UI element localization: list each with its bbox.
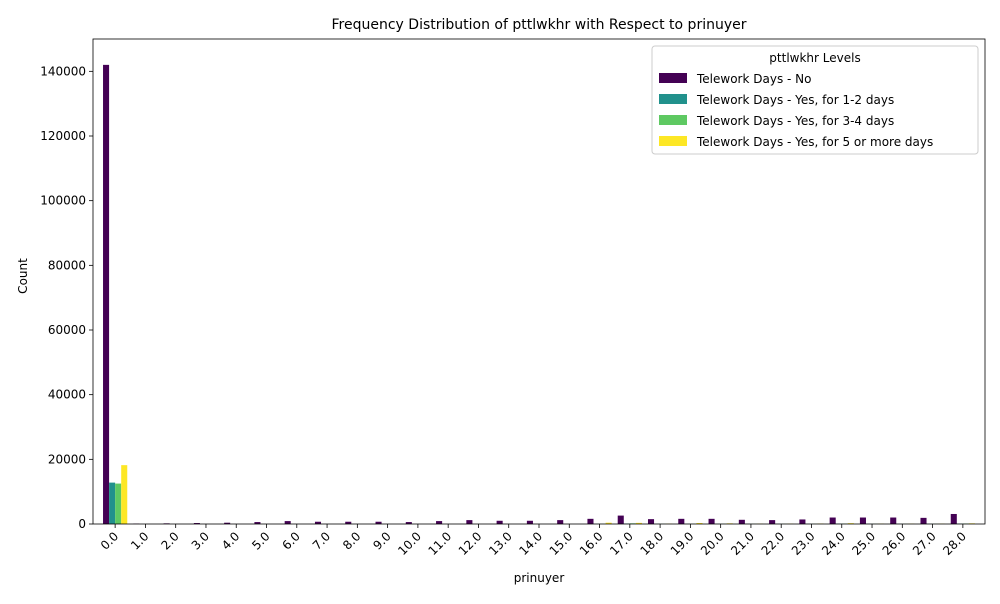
bar: [497, 521, 503, 524]
bar: [648, 519, 654, 524]
legend-swatch: [659, 94, 687, 104]
bar: [436, 521, 442, 524]
bar: [103, 65, 109, 524]
x-tick-label: 13.0: [486, 529, 515, 558]
bar: [739, 520, 745, 524]
y-tick-label: 80000: [48, 258, 86, 272]
x-tick-label: 25.0: [849, 529, 878, 558]
x-tick-label: 0.0: [98, 529, 121, 552]
x-tick-label: 12.0: [456, 529, 485, 558]
x-tick-label: 2.0: [158, 529, 181, 552]
x-tick-label: 9.0: [370, 529, 393, 552]
x-tick-label: 4.0: [219, 529, 242, 552]
x-tick-label: 24.0: [819, 529, 848, 558]
y-tick-label: 100000: [40, 194, 86, 208]
x-tick-label: 5.0: [249, 529, 272, 552]
x-tick-label: 7.0: [310, 529, 333, 552]
x-tick-label: 28.0: [940, 529, 969, 558]
bar: [618, 516, 624, 524]
x-tick-label: 6.0: [280, 529, 303, 552]
legend-swatch: [659, 73, 687, 83]
legend-label: Telework Days - Yes, for 1-2 days: [696, 93, 894, 107]
x-tick-label: 17.0: [607, 529, 636, 558]
x-tick-label: 27.0: [910, 529, 939, 558]
x-tick-label: 20.0: [698, 529, 727, 558]
legend-swatch: [659, 136, 687, 146]
y-tick-label: 40000: [48, 388, 86, 402]
bar: [860, 518, 866, 524]
y-tick-label: 0: [78, 517, 86, 531]
x-tick-label: 18.0: [637, 529, 666, 558]
y-tick-label: 60000: [48, 323, 86, 337]
y-tick-label: 140000: [40, 64, 86, 78]
x-tick-label: 22.0: [759, 529, 788, 558]
bar: [121, 465, 127, 524]
y-axis: 0 20000 40000 60000 80000 100000 120000 140000: [40, 64, 93, 531]
bar: [951, 514, 957, 524]
legend-label: Telework Days - No: [696, 72, 811, 86]
bar: [115, 484, 121, 524]
y-axis-label: Count: [16, 258, 30, 294]
x-tick-label: 8.0: [340, 529, 363, 552]
x-tick-label: 15.0: [547, 529, 576, 558]
bar: [709, 519, 715, 524]
x-tick-label: 11.0: [426, 529, 455, 558]
x-tick-label: 19.0: [668, 529, 697, 558]
legend-swatch: [659, 115, 687, 125]
bar: [285, 521, 291, 524]
x-axis-label: prinuyer: [514, 571, 565, 585]
bar: [920, 518, 926, 524]
x-tick-label: 23.0: [789, 529, 818, 558]
legend: pttlwkhr Levels Telework Days - No Telewor…: [652, 46, 978, 154]
bar: [466, 520, 472, 524]
bar: [890, 518, 896, 524]
bar: [799, 519, 805, 524]
x-tick-label: 3.0: [189, 529, 212, 552]
x-tick-label: 1.0: [128, 529, 151, 552]
x-tick-label: 26.0: [880, 529, 909, 558]
bar: [527, 521, 533, 524]
legend-label: Telework Days - Yes, for 3-4 days: [696, 114, 894, 128]
y-tick-label: 120000: [40, 129, 86, 143]
legend-title: pttlwkhr Levels: [769, 51, 860, 65]
bar: [109, 483, 115, 524]
x-tick-label: 14.0: [516, 529, 545, 558]
y-tick-label: 20000: [48, 452, 86, 466]
bar: [830, 518, 836, 524]
x-tick-label: 16.0: [577, 529, 606, 558]
bar: [587, 519, 593, 524]
bar: [557, 520, 563, 524]
x-tick-label: 10.0: [395, 529, 424, 558]
x-tick-label: 21.0: [728, 529, 757, 558]
legend-label: Telework Days - Yes, for 5 or more days: [696, 135, 933, 149]
chart-title: Frequency Distribution of pttlwkhr with …: [332, 17, 747, 33]
bar: [678, 519, 684, 524]
bar: [769, 520, 775, 524]
